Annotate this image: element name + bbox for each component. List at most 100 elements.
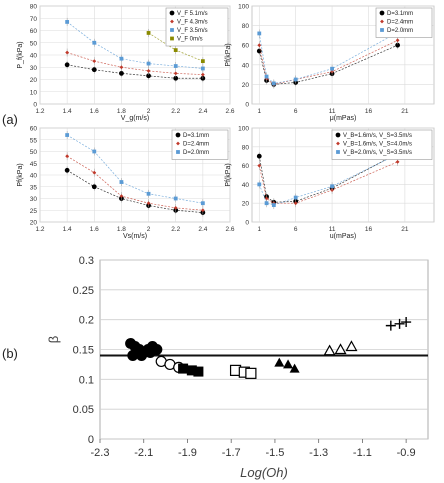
y-tick-label: 0	[245, 220, 249, 227]
y-tick-label: 50	[30, 149, 38, 156]
data-point	[92, 59, 97, 64]
data-point	[193, 366, 204, 377]
data-point	[257, 43, 262, 48]
legend-label: V_B=1.6m/s, V_S=4.0m/s	[343, 142, 412, 148]
x-axis-label: V_g(m/s)	[121, 115, 149, 122]
data-point	[65, 133, 70, 137]
data-point	[200, 72, 205, 77]
series-line	[258, 32, 398, 84]
y-axis-label: Pf(kPa)	[225, 43, 232, 66]
data-point	[257, 31, 262, 36]
data-point	[65, 20, 70, 24]
x-tick-label: 1.2	[35, 226, 44, 233]
legend-label: D=3.1mm	[387, 11, 413, 17]
data-point	[144, 346, 156, 358]
legend-box	[375, 7, 433, 38]
data-point	[173, 48, 178, 52]
x-tick-label: -0.9	[397, 447, 416, 459]
legend-label: D=2.4mm	[183, 142, 209, 148]
x-tick-label: 11	[329, 108, 336, 115]
y-axis-label: Pf(kPa)	[225, 163, 232, 186]
data-point	[264, 201, 269, 206]
data-point	[119, 70, 124, 76]
data-point	[119, 180, 124, 184]
y-tick-label: 20	[242, 82, 250, 89]
legend-box	[165, 7, 229, 47]
y-tick-label: 60	[30, 28, 38, 35]
x-axis-label: μ(mPas)	[330, 115, 357, 122]
y-tick-label: 35	[30, 184, 38, 191]
x-tick-label: 2.4	[198, 226, 207, 233]
legend-label: V_F 3.5m/s	[177, 28, 208, 34]
data-point	[394, 318, 405, 329]
data-point	[119, 194, 124, 199]
data-point	[323, 344, 336, 356]
series-line	[258, 154, 398, 206]
x-tick-label: 2.2	[171, 108, 180, 115]
chart-a1: 0 10 20 30 40 50 60 70 80 1.2 1.4 1.6 1.8 2 2.2 2.4 2.6 V…	[17, 4, 235, 123]
x-tick-label: 2	[147, 108, 151, 115]
legend-label: V_F 0m/s	[177, 37, 203, 43]
series-line	[258, 161, 398, 204]
legend-label: D=2.4mm	[387, 20, 413, 26]
y-tick-label: 30	[30, 196, 38, 203]
y-tick-label: 100	[238, 126, 249, 133]
data-point	[64, 167, 70, 173]
data-point	[146, 201, 151, 206]
data-point	[91, 67, 97, 73]
y-tick-label: 20	[30, 77, 38, 84]
data-point	[119, 56, 124, 61]
y-tick-label: 0.25	[73, 285, 94, 297]
y-tick-label: 0.1	[79, 374, 94, 386]
data-point	[293, 77, 298, 82]
data-point	[395, 38, 400, 43]
x-tick-label: 6	[294, 226, 298, 233]
legend-label: D=2.0mm	[183, 150, 209, 156]
legend-marker	[380, 19, 384, 24]
y-tick-label: 55	[30, 137, 38, 144]
y-tick-label: 20	[242, 201, 250, 208]
data-point	[256, 153, 262, 159]
data-point	[401, 317, 412, 328]
x-tick-label: 16	[365, 108, 373, 115]
panel-label-b: (b)	[2, 346, 18, 361]
data-point	[146, 31, 151, 35]
data-point	[293, 195, 298, 200]
data-point	[245, 367, 257, 379]
data-point	[334, 343, 347, 355]
data-point	[395, 159, 400, 164]
chart-a3: 20 25 30 35 40 45 50 55 60 1.2 1.4 1.6 1.8 2 2.2 2.4 2.6…	[17, 126, 235, 241]
data-point	[257, 182, 262, 187]
legend-label: V_B=1.6m/s, V_S=3.5m/s	[343, 133, 412, 139]
y-tick-label: 80	[242, 23, 250, 30]
data-point	[178, 363, 189, 374]
y-tick-label: 10	[30, 89, 38, 96]
x-tick-label: 1	[257, 108, 261, 115]
x-axis-label: Vs(m/s)	[123, 233, 147, 240]
x-tick-label: 21	[401, 226, 409, 233]
x-tick-label: 21	[401, 108, 409, 115]
data-point	[146, 191, 151, 196]
data-point	[119, 65, 124, 70]
x-tick-label: -2.1	[134, 447, 153, 459]
series-line	[66, 155, 203, 211]
legend-marker	[379, 10, 385, 16]
x-tick-label: 16	[365, 226, 373, 233]
y-tick-label: 70	[30, 16, 38, 23]
series-line	[66, 170, 203, 213]
y-tick-label: 25	[30, 208, 38, 215]
y-tick-label: 80	[30, 4, 38, 11]
x-axis-label: u(mPas)	[330, 233, 356, 240]
series-line	[258, 39, 398, 85]
data-point	[345, 340, 358, 352]
y-tick-label: 0.2	[79, 315, 94, 327]
data-point	[64, 62, 70, 68]
legend-marker	[380, 28, 384, 32]
y-tick-label: 0.15	[73, 345, 94, 357]
y-tick-label: 60	[242, 43, 250, 50]
y-tick-label: 60	[242, 163, 250, 170]
y-tick-label: 0	[88, 434, 94, 446]
data-point	[274, 357, 285, 367]
